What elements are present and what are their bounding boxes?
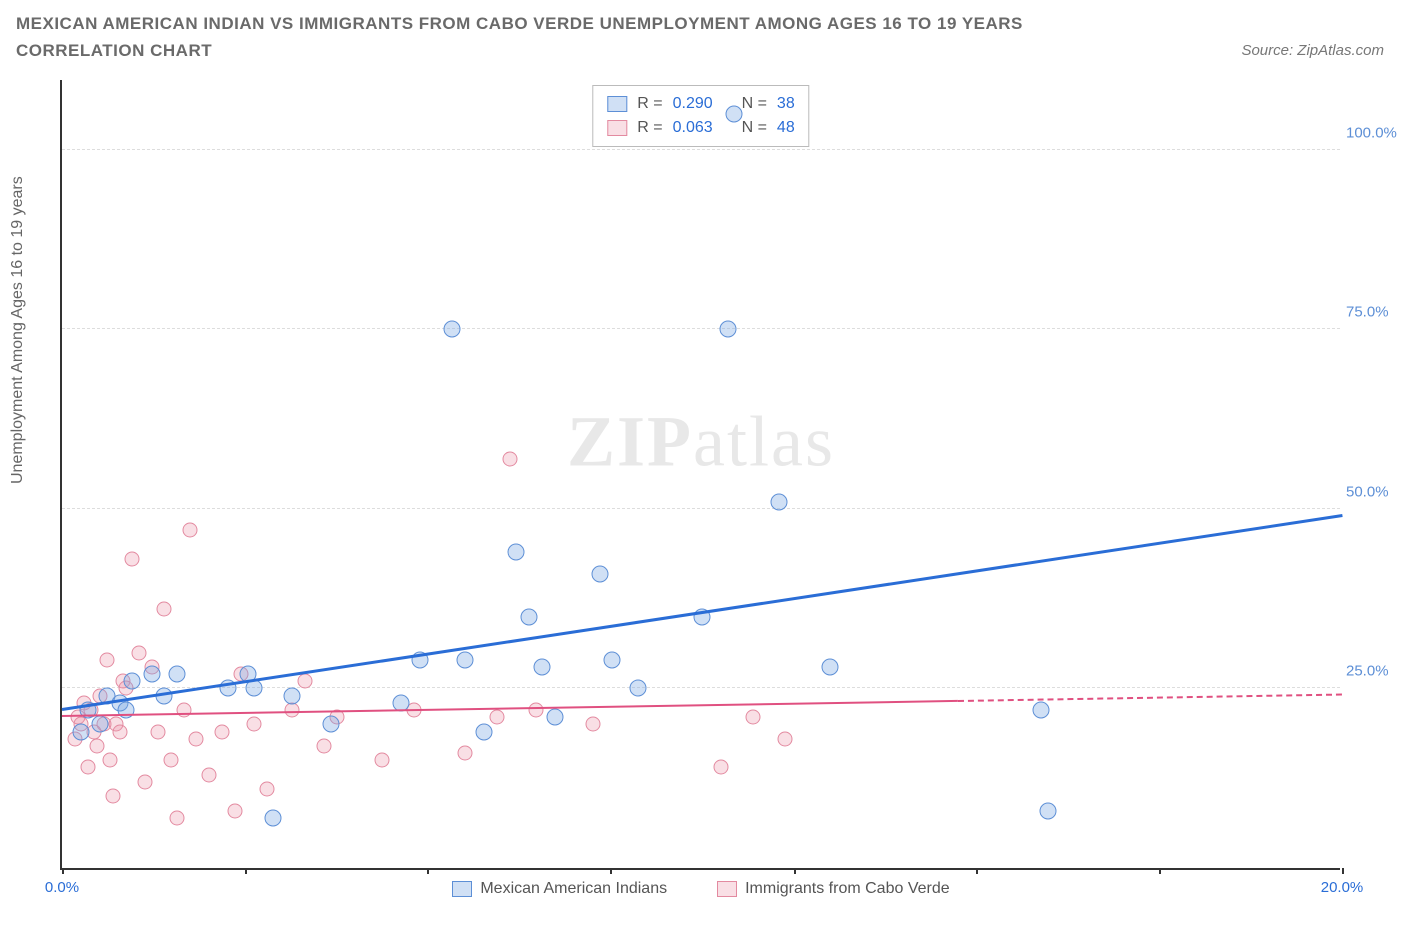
data-point-b [247, 717, 262, 732]
data-point-b [285, 703, 300, 718]
chart-title: MEXICAN AMERICAN INDIAN VS IMMIGRANTS FR… [16, 10, 1136, 64]
data-point-b [317, 738, 332, 753]
data-point-b [106, 789, 121, 804]
data-point-a [822, 658, 839, 675]
data-point-a [591, 565, 608, 582]
data-point-a [476, 723, 493, 740]
data-point-b [125, 552, 140, 567]
series-legend: Mexican American Indians Immigrants from… [62, 880, 1340, 898]
data-point-a [73, 723, 90, 740]
x-tick-label: 20.0% [1321, 879, 1364, 896]
data-point-b [138, 774, 153, 789]
data-point-b [163, 753, 178, 768]
trend-line [62, 700, 958, 717]
data-point-b [503, 451, 518, 466]
data-point-a [534, 658, 551, 675]
data-point-a [92, 716, 109, 733]
data-point-a [604, 651, 621, 668]
data-point-b [259, 782, 274, 797]
data-point-b [170, 810, 185, 825]
data-point-a [246, 680, 263, 697]
data-point-a [630, 680, 647, 697]
scatter-plot: ZIPatlas R = 0.290 N = 38 R = 0.063 N = … [60, 80, 1340, 870]
x-tick [245, 868, 247, 874]
x-tick [62, 868, 64, 874]
data-point-a [719, 321, 736, 338]
x-tick [976, 868, 978, 874]
data-point-a [143, 666, 160, 683]
y-tick-label: 75.0% [1346, 304, 1402, 321]
data-point-b [202, 767, 217, 782]
data-point-b [103, 753, 118, 768]
data-point-b [227, 803, 242, 818]
legend-row-a: R = 0.290 N = 38 [607, 92, 794, 116]
data-point-b [157, 602, 172, 617]
legend-row-b: R = 0.063 N = 48 [607, 116, 794, 140]
data-point-a [770, 493, 787, 510]
data-point-b [183, 523, 198, 538]
data-point-b [131, 645, 146, 660]
data-point-b [176, 703, 191, 718]
correlation-legend: R = 0.290 N = 38 R = 0.063 N = 48 [592, 85, 809, 147]
legend-item-a: Mexican American Indians [452, 880, 667, 898]
data-point-a [444, 321, 461, 338]
data-point-b [112, 724, 127, 739]
data-point-a [546, 709, 563, 726]
watermark: ZIPatlas [567, 401, 835, 484]
data-point-a [265, 809, 282, 826]
y-axis-label: Unemployment Among Ages 16 to 19 years [9, 176, 27, 484]
data-point-a [322, 716, 339, 733]
data-point-a [457, 651, 474, 668]
swatch-b-icon [717, 881, 737, 897]
data-point-a [508, 544, 525, 561]
data-point-b [375, 753, 390, 768]
swatch-a [607, 96, 627, 112]
data-point-a [124, 673, 141, 690]
data-point-a [521, 608, 538, 625]
data-point-b [528, 703, 543, 718]
data-point-b [215, 724, 230, 739]
data-point-b [714, 760, 729, 775]
data-point-b [490, 710, 505, 725]
x-tick-label: 0.0% [45, 879, 79, 896]
swatch-b [607, 120, 627, 136]
data-point-a [726, 105, 743, 122]
legend-item-b: Immigrants from Cabo Verde [717, 880, 950, 898]
data-point-a [284, 687, 301, 704]
data-point-b [746, 710, 761, 725]
x-tick [1342, 868, 1344, 874]
gridline [62, 328, 1340, 329]
trend-line [958, 694, 1342, 702]
data-point-b [90, 738, 105, 753]
data-point-a [1039, 802, 1056, 819]
data-point-b [189, 731, 204, 746]
x-tick [1159, 868, 1161, 874]
gridline [62, 149, 1340, 150]
gridline [62, 508, 1340, 509]
swatch-a-icon [452, 881, 472, 897]
y-tick-label: 25.0% [1346, 663, 1402, 680]
source-attribution: Source: ZipAtlas.com [1241, 42, 1384, 59]
data-point-b [298, 674, 313, 689]
data-point-b [151, 724, 166, 739]
data-point-a [1033, 702, 1050, 719]
data-point-b [80, 760, 95, 775]
y-tick-label: 50.0% [1346, 483, 1402, 500]
x-tick [427, 868, 429, 874]
data-point-b [99, 652, 114, 667]
x-tick [794, 868, 796, 874]
x-tick [610, 868, 612, 874]
data-point-a [169, 666, 186, 683]
trend-line [62, 514, 1342, 710]
data-point-b [586, 717, 601, 732]
data-point-b [778, 731, 793, 746]
y-tick-label: 100.0% [1346, 124, 1402, 141]
data-point-b [458, 746, 473, 761]
